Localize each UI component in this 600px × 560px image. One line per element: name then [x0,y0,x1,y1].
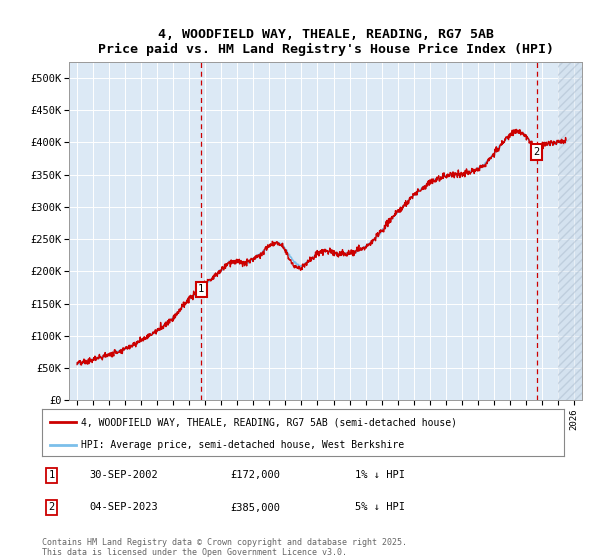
Text: Contains HM Land Registry data © Crown copyright and database right 2025.
This d: Contains HM Land Registry data © Crown c… [42,538,407,557]
Text: 1: 1 [198,284,205,295]
Text: £172,000: £172,000 [230,470,280,480]
Text: 1: 1 [48,470,55,480]
Text: 30-SEP-2002: 30-SEP-2002 [89,470,158,480]
Title: 4, WOODFIELD WAY, THEALE, READING, RG7 5AB
Price paid vs. HM Land Registry's Hou: 4, WOODFIELD WAY, THEALE, READING, RG7 5… [97,28,554,56]
Text: HPI: Average price, semi-detached house, West Berkshire: HPI: Average price, semi-detached house,… [81,440,404,450]
Text: 4, WOODFIELD WAY, THEALE, READING, RG7 5AB (semi-detached house): 4, WOODFIELD WAY, THEALE, READING, RG7 5… [81,417,457,427]
Text: 2: 2 [48,502,55,512]
Text: 2: 2 [533,147,540,157]
Text: 5% ↓ HPI: 5% ↓ HPI [355,502,405,512]
Text: £385,000: £385,000 [230,502,280,512]
Text: 1% ↓ HPI: 1% ↓ HPI [355,470,405,480]
Bar [558,62,582,400]
Text: 04-SEP-2023: 04-SEP-2023 [89,502,158,512]
Bar [558,62,582,400]
